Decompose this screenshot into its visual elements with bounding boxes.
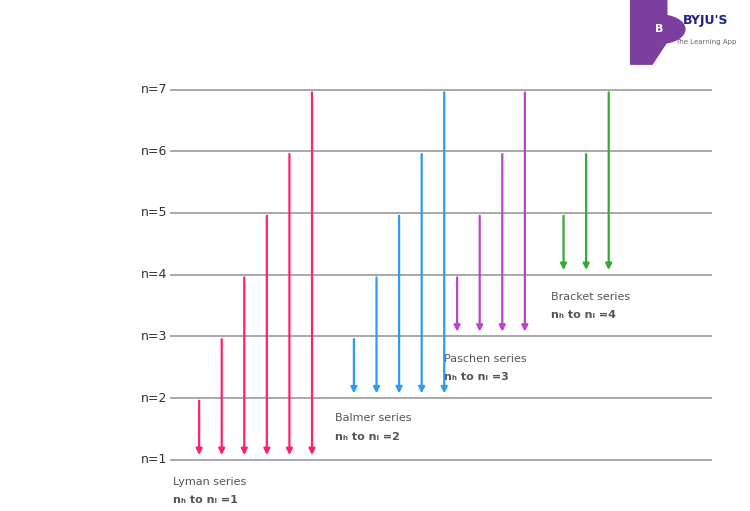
Text: B: B	[656, 24, 664, 34]
Text: BYJU'S: BYJU'S	[683, 14, 728, 27]
Text: Bracket series: Bracket series	[550, 292, 630, 302]
Text: n=3: n=3	[140, 330, 166, 343]
Text: Balmer series: Balmer series	[334, 413, 411, 424]
Text: Paschen series: Paschen series	[444, 354, 526, 364]
Circle shape	[634, 15, 685, 43]
Text: ELECTRON TRANSITIONS FOR THE HYDROGEN ATOM: ELECTRON TRANSITIONS FOR THE HYDROGEN AT…	[16, 23, 566, 42]
Text: nₕ to nₗ =3: nₕ to nₗ =3	[444, 372, 509, 382]
Text: nₕ to nₗ =2: nₕ to nₗ =2	[334, 432, 400, 442]
Polygon shape	[630, 0, 668, 65]
Text: Lyman series: Lyman series	[173, 477, 247, 487]
Text: n=5: n=5	[140, 206, 166, 220]
Text: n=2: n=2	[140, 391, 166, 405]
Text: nₕ to nₗ =1: nₕ to nₗ =1	[173, 496, 238, 505]
Text: n=7: n=7	[140, 83, 166, 96]
Text: nₕ to nₗ =4: nₕ to nₗ =4	[550, 311, 616, 320]
Text: n=6: n=6	[140, 145, 166, 158]
Text: n=1: n=1	[140, 453, 166, 466]
Text: The Learning App: The Learning App	[675, 39, 736, 45]
Text: n=4: n=4	[140, 268, 166, 281]
